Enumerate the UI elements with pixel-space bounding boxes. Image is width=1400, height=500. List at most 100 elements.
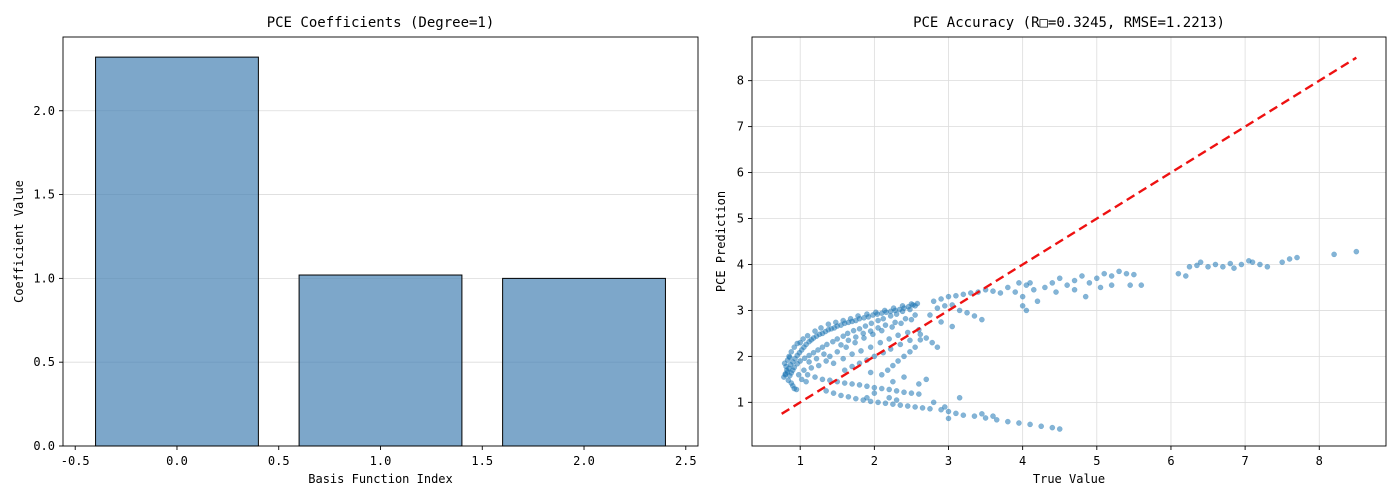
- scatter-point: [1049, 280, 1056, 286]
- scatter-point: [901, 389, 907, 396]
- scatter-point: [786, 372, 793, 379]
- scatter-point: [960, 412, 967, 419]
- scatter-point: [892, 319, 898, 326]
- scatter-point: [844, 330, 851, 337]
- scatter-point: [867, 369, 874, 376]
- scatter-point: [1182, 273, 1189, 279]
- accuracy-x-ticks: 1 2 3 4 5 6 7 8: [797, 446, 1323, 468]
- scatter-point: [1108, 282, 1115, 289]
- scatter-point: [1016, 420, 1022, 426]
- scatter-point: [897, 341, 904, 348]
- scatter-point: [856, 325, 863, 332]
- x-tick-label: -0.5: [61, 454, 90, 468]
- scatter-point: [840, 317, 847, 324]
- scatter-point: [895, 358, 901, 364]
- scatter-point: [930, 399, 937, 406]
- scatter-point: [1205, 263, 1211, 270]
- scatter-point: [1093, 275, 1100, 282]
- scatter-point: [1286, 256, 1293, 262]
- scatter-point: [850, 327, 857, 334]
- scatter-point: [938, 296, 944, 302]
- scatter-point: [919, 405, 926, 411]
- scatter-point: [845, 337, 852, 344]
- scatter-point: [912, 312, 918, 318]
- scatter-point: [804, 371, 811, 378]
- scatter-point: [899, 302, 906, 309]
- scatter-point: [801, 367, 807, 374]
- scatter-point: [1049, 424, 1056, 431]
- scatter-point: [901, 353, 907, 360]
- accuracy-x-label: True Value: [1033, 472, 1105, 486]
- y-tick-label: 3: [737, 303, 744, 317]
- scatter-point: [1186, 263, 1193, 270]
- scatter-point: [895, 332, 901, 339]
- scatter-point: [1016, 280, 1022, 286]
- scatter-point: [1353, 248, 1360, 255]
- y-tick-label: 2.0: [33, 104, 55, 118]
- scatter-point: [808, 365, 815, 371]
- y-tick-label: 1.0: [33, 271, 55, 285]
- scatter-point: [979, 410, 985, 417]
- scatter-point: [1212, 261, 1219, 268]
- identity-reference-line: [781, 56, 1357, 415]
- coefficients-title: PCE Coefficients (Degree=1): [267, 15, 495, 31]
- scatter-point: [897, 402, 904, 408]
- scatter-point: [878, 327, 885, 334]
- scatter-point: [941, 302, 948, 309]
- scatter-point: [815, 362, 822, 369]
- scatter-point: [875, 317, 881, 324]
- scatter-point: [1138, 282, 1145, 289]
- scatter-point: [849, 351, 855, 357]
- x-tick-label: 0.5: [268, 454, 290, 468]
- scatter-point: [890, 362, 896, 369]
- coefficients-y-ticks: 0.0 0.5 1.0 1.5 2.0: [33, 104, 63, 453]
- coefficient-bars: [95, 56, 666, 447]
- x-tick-label: 6: [1167, 454, 1174, 468]
- scatter-point: [871, 390, 878, 397]
- scatter-point: [1038, 423, 1045, 430]
- scatter-point: [812, 328, 818, 334]
- scatter-point: [1019, 302, 1026, 309]
- scatter-point: [793, 386, 800, 393]
- scatter-point: [964, 309, 970, 316]
- scatter-point: [1034, 298, 1041, 305]
- scatter-point: [979, 316, 985, 323]
- scatter-point: [794, 340, 801, 347]
- scatter-point: [1053, 289, 1059, 295]
- accuracy-scatter-points: [781, 248, 1360, 432]
- scatter-point: [907, 348, 913, 355]
- accuracy-panel: 1 2 3 4 5 6 7 8 1 2 3 4 5 6 7 8 PCE Accuracy (R□=0.324…: [714, 15, 1387, 486]
- scatter-point: [830, 390, 837, 397]
- scatter-point: [1086, 280, 1093, 286]
- y-tick-label: 1.5: [33, 188, 55, 202]
- scatter-point: [829, 338, 836, 345]
- scatter-point: [1071, 277, 1078, 284]
- scatter-point: [824, 341, 830, 348]
- scatter-point: [938, 319, 944, 325]
- scatter-point: [967, 290, 974, 296]
- scatter-point: [803, 378, 809, 385]
- scatter-point: [827, 353, 833, 360]
- scatter-point: [982, 415, 989, 421]
- scatter-point: [1131, 271, 1137, 278]
- scatter-point: [993, 416, 1000, 423]
- y-tick-label: 0.5: [33, 355, 55, 369]
- y-tick-label: 1: [737, 395, 744, 409]
- scatter-point: [908, 390, 915, 397]
- scatter-point: [852, 395, 859, 402]
- y-tick-label: 5: [737, 212, 744, 226]
- scatter-point: [1123, 270, 1130, 277]
- x-tick-label: 1.0: [370, 454, 392, 468]
- scatter-point: [915, 391, 922, 397]
- scatter-point: [864, 311, 870, 317]
- scatter-point: [899, 308, 906, 315]
- y-tick-label: 0.0: [33, 439, 55, 453]
- scatter-point: [832, 319, 839, 326]
- scatter-point: [930, 298, 937, 305]
- scatter-point: [818, 325, 824, 331]
- x-tick-label: 3: [945, 454, 952, 468]
- scatter-point: [893, 311, 900, 317]
- accuracy-axes-frame: [751, 36, 1387, 447]
- scatter-point: [798, 376, 805, 383]
- scatter-point: [971, 313, 978, 319]
